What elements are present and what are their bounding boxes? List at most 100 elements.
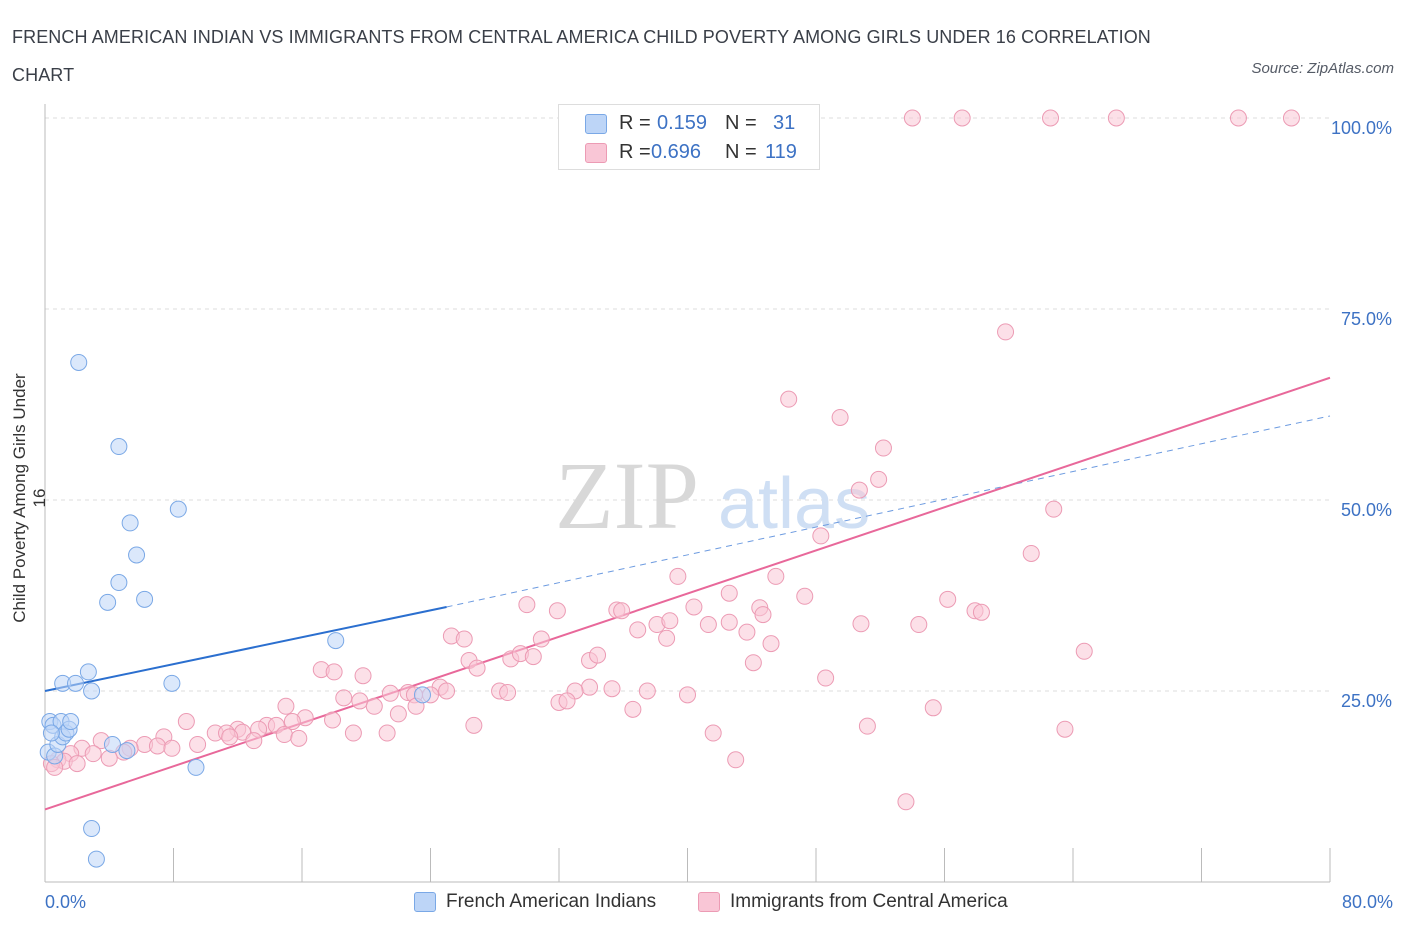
point-french-american-indians bbox=[169, 500, 187, 518]
x-tick-label-max: 80.0% bbox=[1342, 892, 1393, 912]
stats-legend: R = 0.159 N = 31 R = 0.696 N = 119 bbox=[558, 104, 820, 170]
point-immigrants-central-america bbox=[189, 735, 207, 753]
point-french-american-indians bbox=[128, 546, 146, 564]
point-immigrants-central-america bbox=[277, 697, 295, 715]
data-points bbox=[39, 109, 1300, 868]
point-immigrants-central-america bbox=[624, 700, 642, 718]
watermark-atlas: atlas bbox=[718, 464, 870, 544]
point-immigrants-central-america bbox=[325, 663, 343, 681]
point-immigrants-central-america bbox=[163, 739, 181, 757]
point-immigrants-central-america bbox=[548, 602, 566, 620]
point-immigrants-central-america bbox=[354, 667, 372, 685]
y-tick-label: 50.0% bbox=[1341, 500, 1392, 520]
point-immigrants-central-america bbox=[796, 587, 814, 605]
point-immigrants-central-america bbox=[1056, 720, 1074, 738]
point-immigrants-central-america bbox=[589, 646, 607, 664]
point-immigrants-central-america bbox=[558, 692, 576, 710]
n-value: 31 bbox=[773, 112, 796, 134]
point-immigrants-central-america bbox=[679, 686, 696, 704]
x-tick-label-min: 0.0% bbox=[45, 892, 86, 912]
point-immigrants-central-america bbox=[1107, 109, 1125, 127]
point-immigrants-central-america bbox=[754, 606, 772, 624]
y-tick-label: 25.0% bbox=[1341, 691, 1392, 711]
point-french-american-indians bbox=[118, 742, 136, 760]
point-immigrants-central-america bbox=[351, 692, 369, 710]
point-immigrants-central-america bbox=[762, 635, 780, 653]
point-immigrants-central-america bbox=[1282, 109, 1300, 127]
point-immigrants-central-america bbox=[1075, 642, 1093, 660]
point-immigrants-central-america bbox=[727, 751, 745, 769]
point-immigrants-central-america bbox=[524, 648, 542, 666]
point-immigrants-central-america bbox=[177, 713, 195, 731]
point-immigrants-central-america bbox=[245, 732, 263, 750]
watermark: ZIP atlas bbox=[555, 442, 870, 549]
r-value: 0.696 bbox=[651, 141, 702, 163]
point-french-american-indians bbox=[87, 850, 105, 868]
r-value: 0.159 bbox=[657, 112, 708, 134]
point-immigrants-central-america bbox=[744, 654, 762, 672]
point-immigrants-central-america bbox=[638, 682, 656, 700]
point-immigrants-central-america bbox=[850, 481, 868, 499]
point-immigrants-central-america bbox=[699, 616, 717, 634]
point-french-american-indians bbox=[70, 353, 88, 371]
point-immigrants-central-america bbox=[910, 616, 928, 634]
point-immigrants-central-america bbox=[780, 390, 798, 408]
point-immigrants-central-america bbox=[468, 659, 486, 677]
point-immigrants-central-america bbox=[603, 680, 621, 698]
point-immigrants-central-america bbox=[335, 689, 353, 707]
point-immigrants-central-america bbox=[685, 598, 703, 616]
watermark-zip: ZIP bbox=[555, 442, 699, 549]
point-immigrants-central-america bbox=[997, 323, 1015, 341]
y-axis-label: Child Poverty Among Girls Under 16 bbox=[10, 373, 49, 623]
point-immigrants-central-america bbox=[767, 567, 785, 585]
r-label: R = bbox=[619, 112, 651, 134]
point-immigrants-central-america bbox=[812, 527, 830, 545]
point-immigrants-central-america bbox=[704, 724, 722, 742]
point-immigrants-central-america bbox=[669, 567, 687, 585]
point-immigrants-central-america bbox=[1045, 500, 1063, 518]
point-immigrants-central-america bbox=[365, 697, 383, 715]
point-immigrants-central-america bbox=[831, 408, 849, 426]
point-french-american-indians bbox=[110, 438, 128, 456]
point-french-american-indians bbox=[327, 632, 345, 650]
point-immigrants-central-america bbox=[389, 705, 407, 723]
point-immigrants-central-america bbox=[939, 590, 957, 608]
point-french-american-indians bbox=[42, 724, 60, 742]
point-immigrants-central-america bbox=[84, 745, 102, 763]
point-immigrants-central-america bbox=[661, 612, 679, 630]
trend-line-extension-french-american-indians bbox=[446, 415, 1331, 608]
trend-line-french-american-indians bbox=[44, 605, 447, 692]
point-french-american-indians bbox=[187, 758, 205, 776]
point-immigrants-central-america bbox=[290, 729, 308, 747]
point-immigrants-central-america bbox=[344, 724, 362, 742]
n-label: N = bbox=[725, 112, 757, 134]
point-immigrants-central-america bbox=[1042, 109, 1060, 127]
point-immigrants-central-america bbox=[1229, 109, 1247, 127]
r-label: R = bbox=[619, 141, 651, 163]
point-immigrants-central-america bbox=[532, 630, 550, 648]
point-immigrants-central-america bbox=[499, 684, 517, 702]
legend-swatch-blue bbox=[414, 892, 436, 912]
source-label: Source: ZipAtlas.com bbox=[1251, 60, 1394, 77]
y-tick-label: 100.0% bbox=[1331, 118, 1392, 138]
point-immigrants-central-america bbox=[381, 684, 399, 702]
point-french-american-indians bbox=[110, 574, 128, 592]
point-immigrants-central-america bbox=[629, 621, 647, 639]
point-immigrants-central-america bbox=[275, 726, 293, 744]
point-immigrants-central-america bbox=[68, 755, 86, 773]
point-immigrants-central-america bbox=[518, 596, 536, 614]
point-french-american-indians bbox=[103, 735, 121, 753]
point-immigrants-central-america bbox=[221, 728, 239, 746]
point-immigrants-central-america bbox=[378, 724, 396, 742]
point-immigrants-central-america bbox=[870, 470, 888, 488]
n-label: N = bbox=[725, 141, 757, 163]
point-french-american-indians bbox=[99, 593, 117, 611]
point-immigrants-central-america bbox=[720, 584, 738, 602]
point-immigrants-central-america bbox=[817, 669, 835, 687]
point-immigrants-central-america bbox=[658, 629, 676, 647]
point-immigrants-central-america bbox=[852, 615, 870, 633]
legend-label: French American Indians bbox=[446, 891, 657, 912]
point-french-american-indians bbox=[136, 590, 154, 608]
legend-swatch-pink bbox=[698, 892, 720, 912]
